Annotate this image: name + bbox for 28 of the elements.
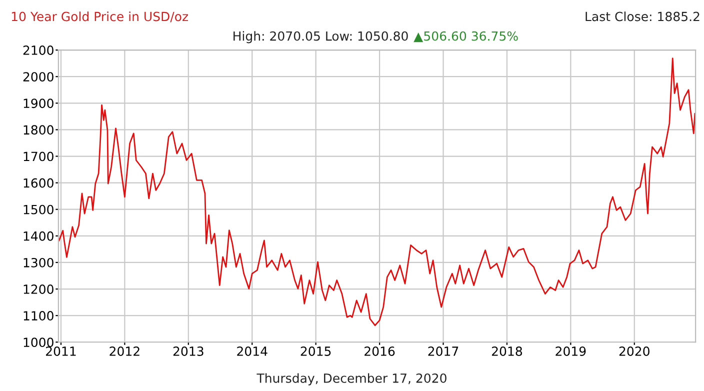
x-tick-label: 2016 <box>364 346 395 356</box>
y-tick-label: 1100 <box>24 311 54 320</box>
x-tick-label: 2014 <box>237 346 268 356</box>
x-tick-label: 2012 <box>110 346 140 356</box>
x-tick-label: 2020 <box>619 346 650 356</box>
x-tick-label: 2019 <box>556 346 586 356</box>
y-tick-label: 1600 <box>24 178 54 188</box>
x-tick-label: 2013 <box>173 346 204 356</box>
y-tick-label: 1300 <box>24 258 54 268</box>
y-tick-label: 1900 <box>24 98 54 108</box>
chart-subtitle: High: 2070.05 Low: 1050.80 <box>234 31 408 44</box>
x-tick-label: 2015 <box>300 346 331 356</box>
y-tick-label: 1200 <box>24 284 54 294</box>
line-series <box>58 58 696 326</box>
y-tick-label: 1500 <box>24 204 54 214</box>
y-tick-label: 1800 <box>24 125 54 135</box>
y-tick-label: 2100 <box>23 46 54 55</box>
y-tick-label: 1400 <box>24 231 54 241</box>
text: ▲506.60 36.75% <box>414 31 518 42</box>
y-tick-label: 1000 <box>24 338 54 348</box>
y-tick-label: 2000 <box>23 72 54 82</box>
y-tick-label: 1700 <box>24 152 54 162</box>
x-tick-label: 2018 <box>492 346 522 356</box>
text: Last Close: 1885.2 <box>586 12 700 22</box>
x-tick-label: 2017 <box>428 346 458 356</box>
chart-title: 10 Year Gold Price in USD/oz <box>12 12 188 22</box>
x-tick-label: 2011 <box>46 346 76 356</box>
text: Thursday, December 17, 2020 <box>256 373 446 386</box>
